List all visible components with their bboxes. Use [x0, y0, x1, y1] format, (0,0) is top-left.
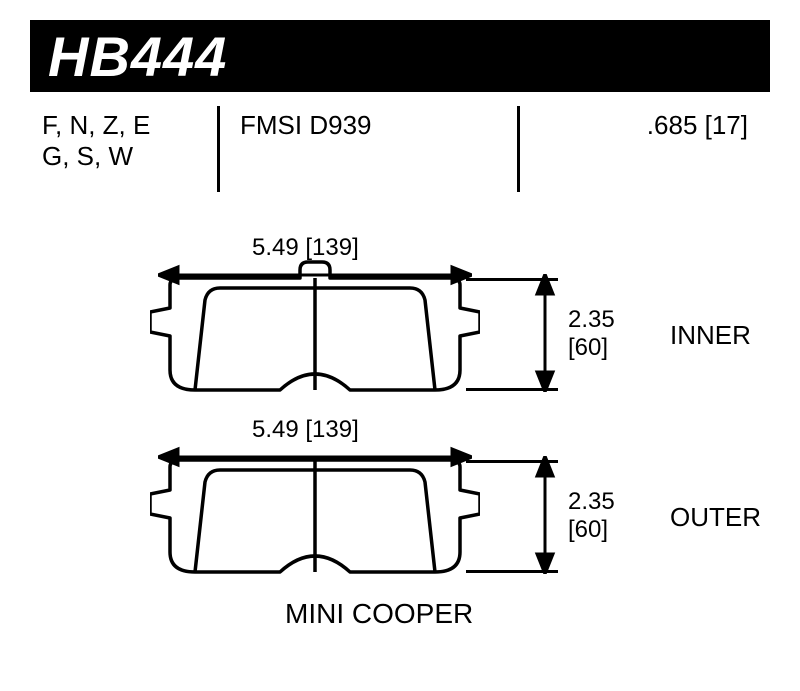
- height-in: 2.35: [568, 488, 615, 515]
- thickness-label: .685 [17]: [520, 106, 770, 192]
- height-mm: [60]: [568, 334, 608, 361]
- side-label-inner: INNER: [670, 320, 751, 351]
- width-arrow-outer: [158, 442, 472, 472]
- height-in: 2.35: [568, 306, 615, 333]
- fmsi-label: FMSI D939: [220, 106, 520, 192]
- width-label-inner: 5.49 [139]: [252, 234, 359, 262]
- spec-sheet: HB444 F, N, Z, E G, S, W FMSI D939 .685 …: [30, 20, 770, 670]
- width-arrow-inner: [158, 260, 472, 290]
- height-mm: [60]: [568, 516, 608, 543]
- height-arrow-outer: [530, 456, 560, 574]
- height-label-outer: 2.35 [60]: [568, 488, 615, 543]
- side-label-outer: OUTER: [670, 502, 761, 533]
- height-arrow-inner: [530, 274, 560, 392]
- width-label-outer: 5.49 [139]: [252, 416, 359, 444]
- meta-row: F, N, Z, E G, S, W FMSI D939 .685 [17]: [30, 106, 770, 192]
- header-bar: HB444: [30, 20, 770, 92]
- part-number: HB444: [48, 24, 227, 89]
- height-label-inner: 2.35 [60]: [568, 306, 615, 361]
- diagram-area: 5.49 [139] 2.35 [60] INNER: [30, 202, 770, 632]
- codes-line: G, S, W: [42, 141, 205, 172]
- vehicle-label: MINI COOPER: [285, 598, 473, 630]
- compound-codes: F, N, Z, E G, S, W: [30, 106, 220, 192]
- codes-line: F, N, Z, E: [42, 110, 205, 141]
